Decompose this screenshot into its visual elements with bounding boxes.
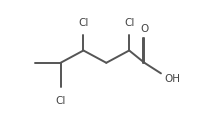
Text: Cl: Cl bbox=[55, 96, 66, 106]
Text: OH: OH bbox=[165, 74, 181, 84]
Text: Cl: Cl bbox=[124, 18, 134, 28]
Text: Cl: Cl bbox=[78, 18, 89, 28]
Text: O: O bbox=[140, 24, 149, 34]
